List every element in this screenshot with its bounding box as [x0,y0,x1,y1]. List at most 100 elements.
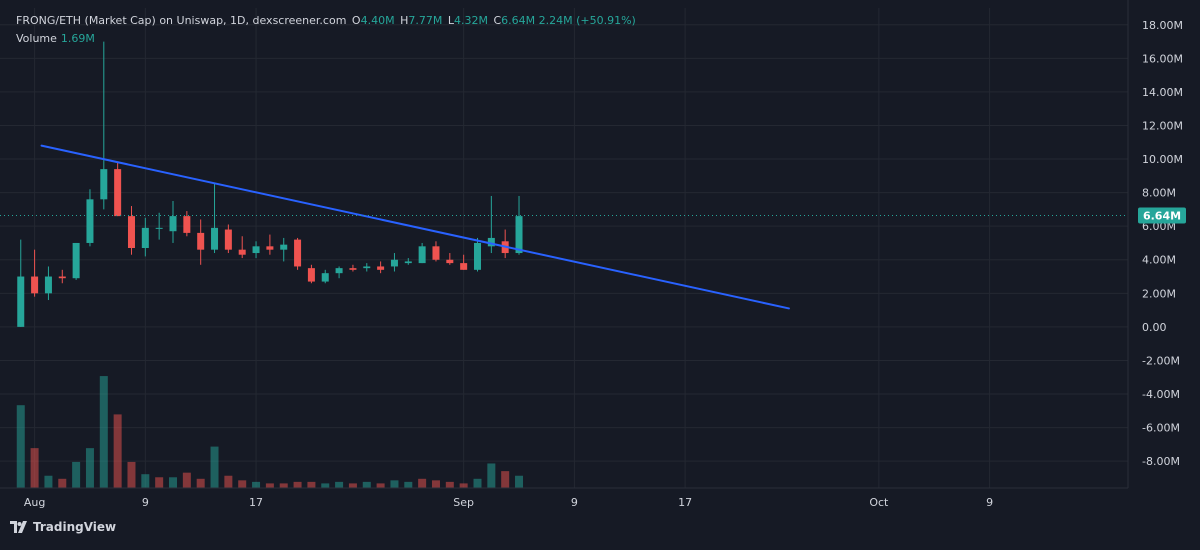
price-axis[interactable]: 18.00M16.00M14.00M12.00M10.00M8.00M6.00M… [1127,0,1186,488]
volume-bar [252,481,261,488]
candle-body [404,261,412,264]
candle-body [211,227,219,250]
candle-body [487,237,495,247]
y-tick-label: 12.00M [1142,119,1183,132]
x-tick-label: Oct [869,496,889,509]
candlesticks[interactable] [17,41,523,327]
volume-bar [418,478,427,488]
candle-body [307,268,315,282]
candle-body [363,266,371,269]
high-label: H [400,14,409,27]
high-value: 7.77M [408,14,443,27]
x-tick-label: 17 [678,496,692,509]
candle-body [44,276,52,294]
volume-bar [431,480,440,488]
candle-body [183,216,191,233]
tradingview-brand[interactable]: TradingView [10,520,116,534]
candle-body [72,242,80,279]
volume-bar [72,461,81,488]
candle-body [432,246,440,260]
y-tick-label: 18.00M [1142,19,1183,32]
trendline-layer[interactable] [40,144,790,310]
change-value: 2.24M (+50.91%) [538,14,636,27]
x-tick-label: Sep [453,496,474,509]
volume-bar [279,483,288,488]
candle-body [238,249,246,255]
y-tick-label: 0.00 [1142,321,1167,334]
y-tick-label: -6.00M [1142,422,1180,435]
candle-body [377,266,385,270]
candle-body [17,276,25,327]
open-value: 4.40M [360,14,395,27]
low-value: 4.32M [453,14,488,27]
volume-bar [58,478,67,488]
time-axis[interactable]: Aug 9 17 Sep 9 17 Oct 9 [0,487,1128,509]
volume-bar [238,480,247,488]
low-label: L [447,14,454,27]
volume-bar [265,483,274,488]
volume-bar [335,481,344,488]
volume-bar [99,376,108,488]
candle-body [197,232,205,250]
volume-bar [30,448,39,488]
symbol-title: FRONG/ETH (Market Cap) on Uniswap, 1D, d… [16,14,347,27]
chart-legend-header: FRONG/ETH (Market Cap) on Uniswap, 1D, d… [16,13,636,29]
last-price-tag-bg [1138,207,1186,224]
volume-bar [16,405,25,488]
candle-body [58,276,66,279]
volume-bar [182,472,191,488]
candle-body [335,268,343,274]
y-tick-label: -8.00M [1142,455,1180,468]
volume-bar [127,461,136,488]
grid-lines [0,8,1128,488]
candle-body [127,216,135,248]
x-tick-label: 9 [986,496,993,509]
candle-body [321,273,329,282]
candle-body [473,242,481,270]
candle-body [100,169,108,200]
volume-bar [445,481,454,488]
candle-body [460,263,468,270]
volume-bar [196,478,205,488]
y-tick-label: 10.00M [1142,153,1183,166]
candle-body [155,227,163,229]
volume-bar [501,471,510,488]
volume-bar [515,475,524,488]
volume-label: Volume [16,32,57,45]
volume-bar [376,483,385,488]
x-tick-label: 17 [249,496,263,509]
y-tick-label: -4.00M [1142,388,1180,401]
candle-body [515,216,523,254]
x-tick-label: 9 [571,496,578,509]
candle-body [114,169,122,217]
volume-bar [141,474,150,488]
candle-body [141,227,149,248]
volume-bar [459,483,468,488]
volume-bar [169,477,178,488]
candle-body [31,276,39,294]
open-label: O [351,14,361,27]
volume-bar [113,414,122,488]
volume-bar [155,477,164,488]
brand-name: TradingView [33,520,117,534]
volume-bar [224,475,233,488]
candle-body [418,246,426,264]
volume-bar [44,475,53,488]
x-tick-label: Aug [24,496,45,509]
volume-legend: Volume 1.69M [16,31,95,47]
volume-bars [16,376,524,488]
candle-body [294,239,302,267]
candle-body [224,229,232,250]
volume-bar [404,481,413,488]
candle-body [169,216,177,232]
last-price-tag: 6.64M [1143,209,1181,222]
y-tick-label: 2.00M [1142,287,1176,300]
candle-body [390,259,398,267]
volume-bar [210,446,219,488]
y-tick-label: 16.00M [1142,52,1183,65]
y-tick-label: 4.00M [1142,254,1176,267]
volume-bar [348,483,357,488]
